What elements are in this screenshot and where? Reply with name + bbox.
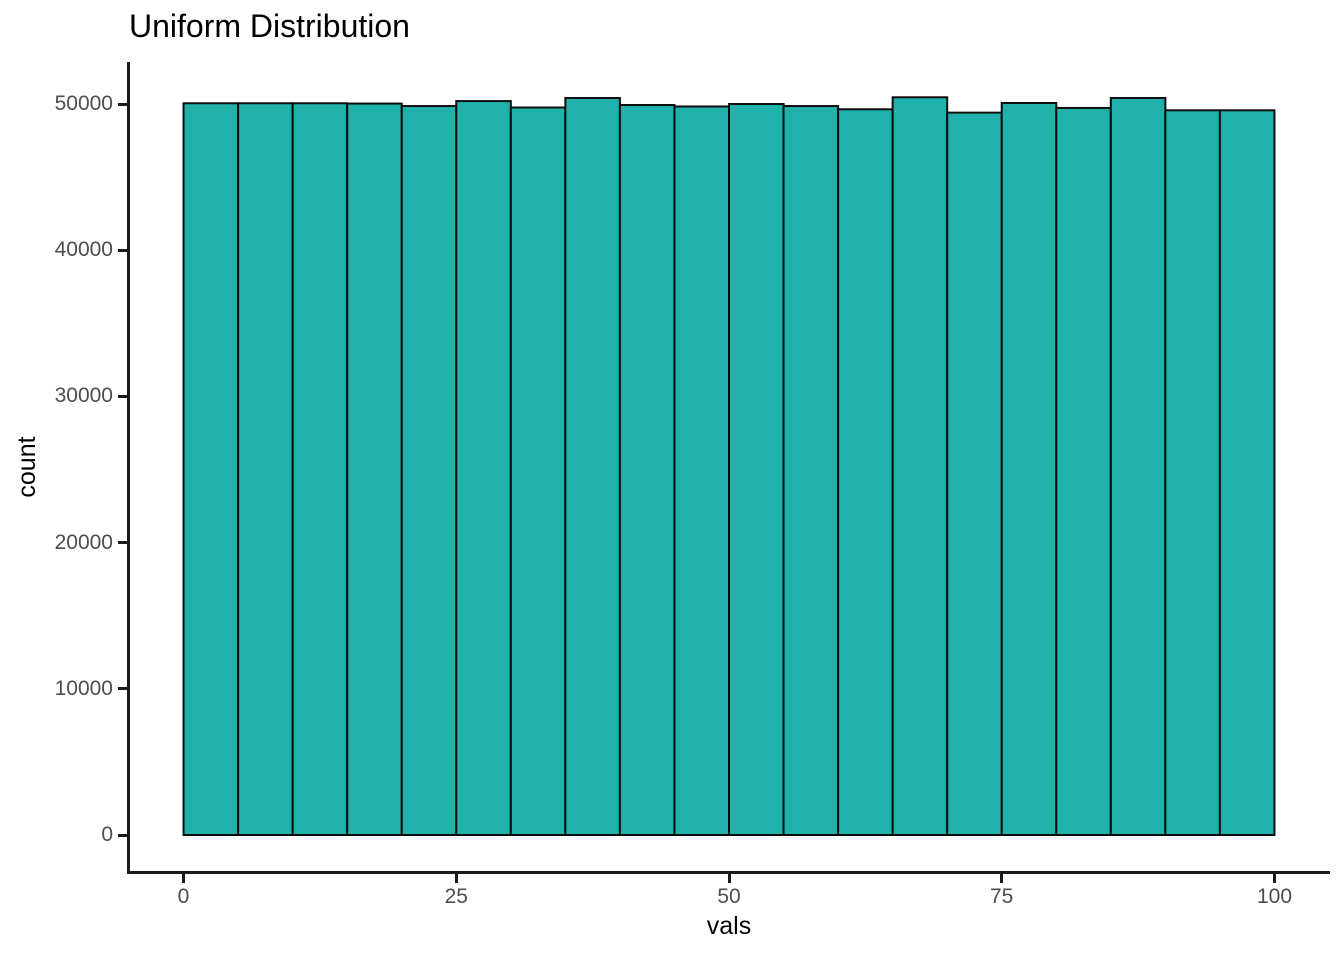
histogram-bar	[728, 103, 785, 836]
x-tick-mark	[182, 874, 185, 883]
x-tick-mark	[1000, 874, 1004, 883]
histogram-bar	[400, 105, 458, 837]
y-tick-mark	[118, 394, 127, 398]
x-tick-label: 25	[444, 885, 468, 908]
x-axis-line	[127, 871, 1330, 874]
y-tick-mark	[118, 541, 127, 545]
histogram-bar	[455, 100, 512, 836]
histogram-bars	[182, 96, 1276, 837]
histogram-bar	[618, 104, 676, 836]
chart-title: Uniform Distribution	[129, 8, 410, 44]
histogram-bar	[182, 102, 240, 836]
x-tick-mark	[727, 874, 731, 883]
histogram-bar	[237, 102, 294, 836]
x-tick-label: 50	[717, 885, 741, 908]
y-axis-label: count	[13, 436, 41, 498]
histogram-bar	[1218, 109, 1276, 837]
y-tick-mark	[118, 248, 127, 252]
y-tick-mark	[118, 833, 127, 837]
y-axis-line	[127, 62, 130, 874]
y-tick-label: 10000	[54, 676, 113, 700]
x-tick-label: 75	[990, 885, 1014, 908]
y-tick-label: 30000	[54, 384, 113, 408]
histogram-bar	[946, 111, 1003, 836]
histogram-bar	[782, 105, 840, 837]
x-axis-label: vals	[706, 912, 752, 940]
plot-panel	[129, 63, 1329, 873]
x-tick-mark	[1273, 874, 1276, 883]
histogram-bar	[1000, 101, 1058, 837]
histogram-bar	[346, 102, 403, 837]
y-tick-label: 20000	[54, 530, 113, 554]
y-tick-label: 0	[101, 823, 113, 846]
histogram-bar	[1109, 97, 1167, 836]
histogram-bar	[1055, 106, 1112, 836]
y-tick-mark	[118, 102, 127, 106]
x-tick-mark	[454, 874, 458, 883]
histogram-bar	[509, 106, 567, 836]
histogram-bar	[291, 102, 349, 836]
histogram-bar	[673, 105, 731, 837]
x-tick-label: 0	[177, 885, 190, 908]
x-tick-label: 100	[1256, 885, 1293, 908]
histogram-bar	[1164, 109, 1221, 837]
y-tick-label: 50000	[54, 92, 113, 115]
histogram-bar	[891, 96, 949, 836]
histogram-bar	[564, 97, 621, 836]
y-tick-label: 40000	[54, 238, 113, 262]
histogram-bar	[837, 108, 894, 836]
y-tick-mark	[118, 687, 127, 691]
